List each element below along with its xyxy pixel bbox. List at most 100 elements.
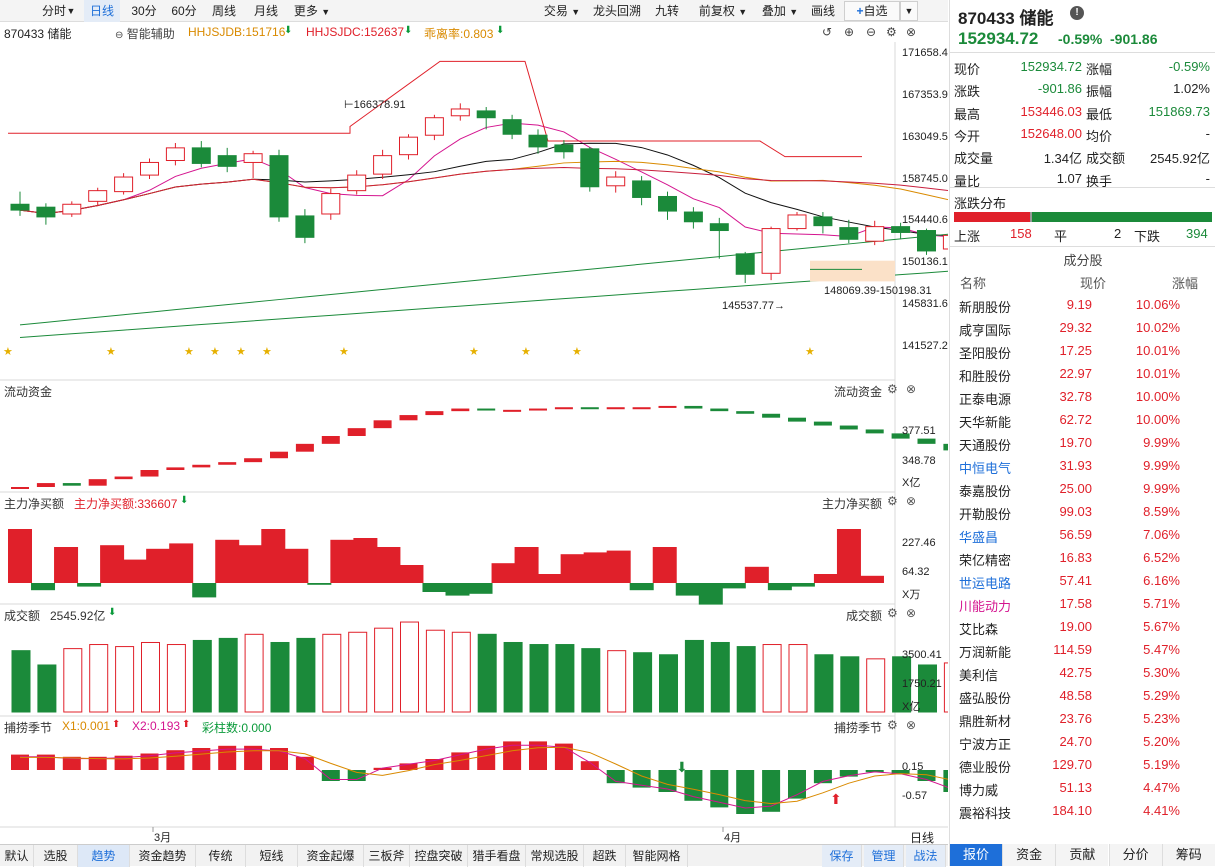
- constituent-row[interactable]: 艾比森 19.00 5.67%: [950, 616, 1215, 638]
- strategy-tab[interactable]: 默认: [0, 845, 34, 867]
- add-watchlist-button[interactable]: +自选: [844, 1, 900, 21]
- strategy-action[interactable]: 保存: [822, 845, 862, 867]
- tab-weekly[interactable]: 周线: [211, 4, 236, 18]
- strategy-action[interactable]: 战法: [906, 845, 946, 867]
- flow-bar: [244, 458, 263, 463]
- right-tab[interactable]: 分价: [1108, 844, 1162, 866]
- constituent-row[interactable]: 博力威 51.13 4.47%: [950, 777, 1215, 799]
- candle-body: [735, 253, 755, 275]
- tab-monthly[interactable]: 月线: [253, 4, 278, 18]
- strategy-tab[interactable]: 常规选股: [526, 845, 584, 867]
- constituent-row[interactable]: 宁波方正 24.70 5.20%: [950, 731, 1215, 753]
- close-icon[interactable]: ⊗: [906, 25, 917, 39]
- candle-body: [942, 234, 948, 250]
- gear-icon[interactable]: ⚙: [887, 382, 898, 396]
- tab-more[interactable]: 更多 ▼: [290, 0, 334, 22]
- constituent-row[interactable]: 天华新能 62.72 10.00%: [950, 409, 1215, 431]
- strategy-action[interactable]: 管理: [864, 845, 904, 867]
- constituent-row[interactable]: 咸亨国际 29.32 10.02%: [950, 317, 1215, 339]
- assist-icon: ⊖: [115, 30, 124, 41]
- draw-button[interactable]: 画线: [810, 4, 835, 18]
- assist-toggle[interactable]: ⊖ 智能辅助: [115, 25, 175, 42]
- col-price[interactable]: 现价: [1080, 276, 1107, 291]
- stock-name: 咸亨国际: [959, 323, 1012, 338]
- cycle-bar: [36, 754, 55, 770]
- constituent-row[interactable]: 鼎胜新材 23.76 5.23%: [950, 708, 1215, 730]
- quote-label: 成交量: [954, 151, 994, 167]
- constituent-row[interactable]: 圣阳股份 17.25 10.01%: [950, 340, 1215, 362]
- constituent-row[interactable]: 震裕科技 184.10 4.41%: [950, 800, 1215, 822]
- col-change[interactable]: 涨幅: [1172, 276, 1199, 291]
- zoom-in-icon[interactable]: ⊕: [844, 25, 855, 39]
- strategy-tab[interactable]: 智能网格: [626, 845, 688, 867]
- constituent-row[interactable]: 天通股份 19.70 9.99%: [950, 432, 1215, 454]
- tab-30min[interactable]: 30分: [131, 4, 157, 18]
- strategy-tab[interactable]: 超跌: [584, 845, 626, 867]
- info-icon[interactable]: !: [1070, 6, 1084, 20]
- settings-icon[interactable]: ⚙: [886, 25, 897, 39]
- zoom-out-icon[interactable]: ⊖: [866, 25, 877, 39]
- right-tab[interactable]: 筹码: [1161, 844, 1215, 866]
- strategy-tab[interactable]: 资金趋势: [130, 845, 196, 867]
- trade-button[interactable]: 交易 ▼: [538, 0, 586, 22]
- constituent-row[interactable]: 和胜股份 22.97 10.01%: [950, 363, 1215, 385]
- turnover-bar: [866, 658, 886, 713]
- right-tab[interactable]: 报价: [949, 844, 1002, 866]
- tab-intraday[interactable]: 分时: [41, 4, 66, 18]
- strategy-tab[interactable]: 传统: [196, 845, 246, 867]
- constituent-row[interactable]: 川能动力 17.58 5.71%: [950, 593, 1215, 615]
- constituent-row[interactable]: 世运电路 57.41 6.16%: [950, 570, 1215, 592]
- constituent-row[interactable]: 万润新能 114.59 5.47%: [950, 639, 1215, 661]
- tab-daily[interactable]: 日线: [84, 0, 120, 22]
- constituent-row[interactable]: 开勒股份 99.03 8.59%: [950, 501, 1215, 523]
- stock-price: 99.03: [1059, 504, 1092, 519]
- constituent-row[interactable]: 正泰电源 32.78 10.00%: [950, 386, 1215, 408]
- watchlist-chevron-icon[interactable]: ▼: [900, 1, 918, 21]
- constituent-row[interactable]: 泰嘉股份 25.00 9.99%: [950, 478, 1215, 500]
- nine-turn-button[interactable]: 九转: [654, 4, 679, 18]
- main-tick: 64.32: [902, 566, 930, 578]
- main-panel-title: 主力净买额: [4, 497, 65, 511]
- col-name[interactable]: 名称: [960, 276, 987, 291]
- constituent-row[interactable]: 德业股份 129.70 5.19%: [950, 754, 1215, 776]
- constituent-row[interactable]: 荣亿精密 16.83 6.52%: [950, 547, 1215, 569]
- back-icon[interactable]: ↺: [822, 25, 833, 39]
- chevron-down-icon[interactable]: ▼: [66, 6, 76, 16]
- tab-60min[interactable]: 60分: [171, 4, 197, 18]
- flow-unit: X亿: [902, 477, 921, 489]
- strategy-tab[interactable]: 选股: [34, 845, 78, 867]
- strategy-tab[interactable]: 猎手看盘: [468, 845, 526, 867]
- main-tick: 227.46: [902, 537, 936, 549]
- constituent-row[interactable]: 华盛昌 56.59 7.06%: [950, 524, 1215, 546]
- leader-review-button[interactable]: 龙头回溯: [592, 4, 641, 18]
- quote-change-pct: -0.59%: [1058, 31, 1103, 47]
- strategy-tab[interactable]: 趋势: [78, 845, 130, 867]
- dist-up-label: 上涨: [954, 229, 981, 244]
- constituents-title: 成分股: [1063, 253, 1103, 268]
- cycle-bar: [943, 770, 948, 792]
- net-buy-bar: [767, 583, 792, 591]
- gear-icon[interactable]: ⚙: [887, 606, 898, 620]
- strategy-tab[interactable]: 控盘突破: [410, 845, 468, 867]
- close-icon[interactable]: ⊗: [906, 718, 917, 732]
- close-icon[interactable]: ⊗: [906, 494, 917, 508]
- stock-change: 5.23%: [1143, 711, 1180, 726]
- close-icon[interactable]: ⊗: [906, 606, 917, 620]
- strategy-tab[interactable]: 短线: [246, 845, 298, 867]
- right-tab[interactable]: 贡献: [1055, 844, 1109, 866]
- adjust-button[interactable]: 前复权 ▼: [692, 0, 754, 22]
- right-tab[interactable]: 资金: [1002, 844, 1056, 866]
- gear-icon[interactable]: ⚙: [887, 494, 898, 508]
- gear-icon[interactable]: ⚙: [887, 718, 898, 732]
- constituent-row[interactable]: 盛弘股份 48.58 5.29%: [950, 685, 1215, 707]
- constituent-row[interactable]: 新朋股份 9.19 10.06%: [950, 294, 1215, 316]
- divider: [950, 187, 1215, 188]
- constituent-row[interactable]: 中恒电气 31.93 9.99%: [950, 455, 1215, 477]
- candle-body: [347, 174, 367, 192]
- constituent-row[interactable]: 美利信 42.75 5.30%: [950, 662, 1215, 684]
- overlay-button[interactable]: 叠加 ▼: [756, 0, 804, 22]
- strategy-tab[interactable]: 资金起爆: [298, 845, 364, 867]
- strategy-tab[interactable]: 三板斧: [364, 845, 410, 867]
- close-icon[interactable]: ⊗: [906, 382, 917, 396]
- period-label[interactable]: 日线: [910, 831, 935, 845]
